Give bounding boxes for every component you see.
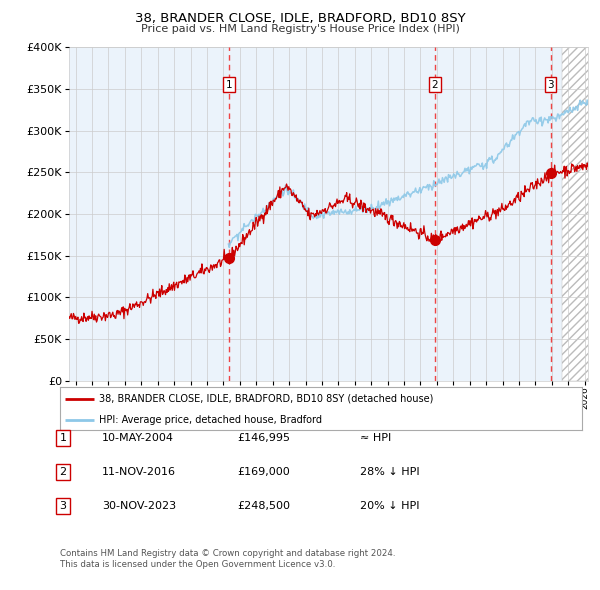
- Text: 3: 3: [547, 80, 554, 90]
- Text: 1: 1: [59, 433, 67, 442]
- Text: HPI: Average price, detached house, Bradford: HPI: Average price, detached house, Brad…: [99, 415, 322, 425]
- Text: 28% ↓ HPI: 28% ↓ HPI: [360, 467, 419, 477]
- Text: 38, BRANDER CLOSE, IDLE, BRADFORD, BD10 8SY: 38, BRANDER CLOSE, IDLE, BRADFORD, BD10 …: [134, 12, 466, 25]
- Text: 2: 2: [431, 80, 438, 90]
- Text: 3: 3: [59, 502, 67, 511]
- Bar: [562, 47, 596, 381]
- Text: £146,995: £146,995: [237, 433, 290, 442]
- Text: 20% ↓ HPI: 20% ↓ HPI: [360, 502, 419, 511]
- Text: ≈ HPI: ≈ HPI: [360, 433, 391, 442]
- Text: 1: 1: [226, 80, 233, 90]
- Text: 11-NOV-2016: 11-NOV-2016: [102, 467, 176, 477]
- Text: Price paid vs. HM Land Registry's House Price Index (HPI): Price paid vs. HM Land Registry's House …: [140, 24, 460, 34]
- Text: 10-MAY-2004: 10-MAY-2004: [102, 433, 174, 442]
- Text: This data is licensed under the Open Government Licence v3.0.: This data is licensed under the Open Gov…: [60, 560, 335, 569]
- Text: 30-NOV-2023: 30-NOV-2023: [102, 502, 176, 511]
- Text: Contains HM Land Registry data © Crown copyright and database right 2024.: Contains HM Land Registry data © Crown c…: [60, 549, 395, 558]
- Text: £248,500: £248,500: [237, 502, 290, 511]
- Text: 2: 2: [59, 467, 67, 477]
- Text: 38, BRANDER CLOSE, IDLE, BRADFORD, BD10 8SY (detached house): 38, BRANDER CLOSE, IDLE, BRADFORD, BD10 …: [99, 394, 434, 404]
- Text: £169,000: £169,000: [237, 467, 290, 477]
